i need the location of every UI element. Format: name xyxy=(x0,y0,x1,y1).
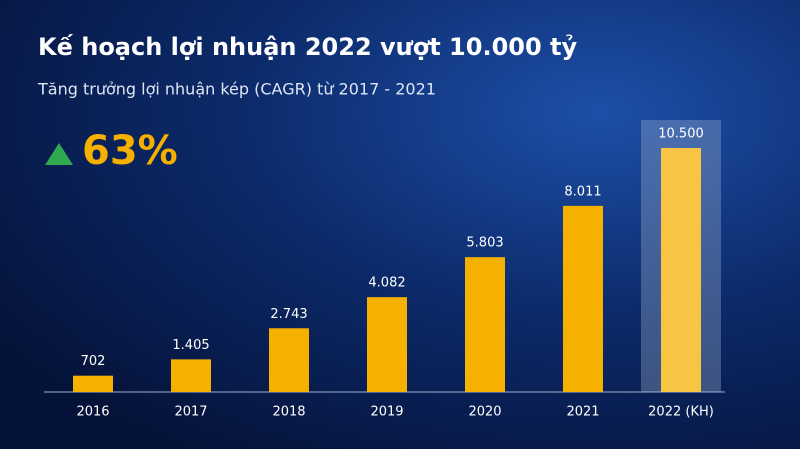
bar xyxy=(171,359,211,392)
x-tick-label: 2018 xyxy=(272,405,305,420)
x-tick-label: 2017 xyxy=(174,405,207,420)
value-label: 1.405 xyxy=(172,338,209,353)
value-label: 4.082 xyxy=(368,276,405,291)
x-tick-label: 2016 xyxy=(76,405,109,420)
bar xyxy=(73,375,113,392)
annotation: 63% xyxy=(82,128,178,174)
bar xyxy=(661,148,701,392)
value-label: 8.011 xyxy=(564,184,601,199)
chart-title: Kế hoạch lợi nhuận 2022 vượt 10.000 tỷ xyxy=(38,33,578,61)
value-label: 10.500 xyxy=(658,127,704,142)
value-label: 702 xyxy=(81,354,106,369)
x-tick-label: 2020 xyxy=(468,405,501,420)
value-label: 2.743 xyxy=(270,307,307,322)
chart-subtitle: Tăng trưởng lợi nhuận kép (CAGR) từ 2017… xyxy=(37,80,436,99)
bar xyxy=(367,297,407,392)
bar xyxy=(465,257,505,392)
x-tick-label: 2019 xyxy=(370,405,403,420)
x-tick-label: 2022 (KH) xyxy=(648,405,714,420)
bar xyxy=(563,205,603,392)
up-triangle xyxy=(45,143,73,165)
x-tick-label: 2021 xyxy=(566,405,599,420)
bar xyxy=(269,328,309,392)
value-label: 5.803 xyxy=(466,236,503,251)
